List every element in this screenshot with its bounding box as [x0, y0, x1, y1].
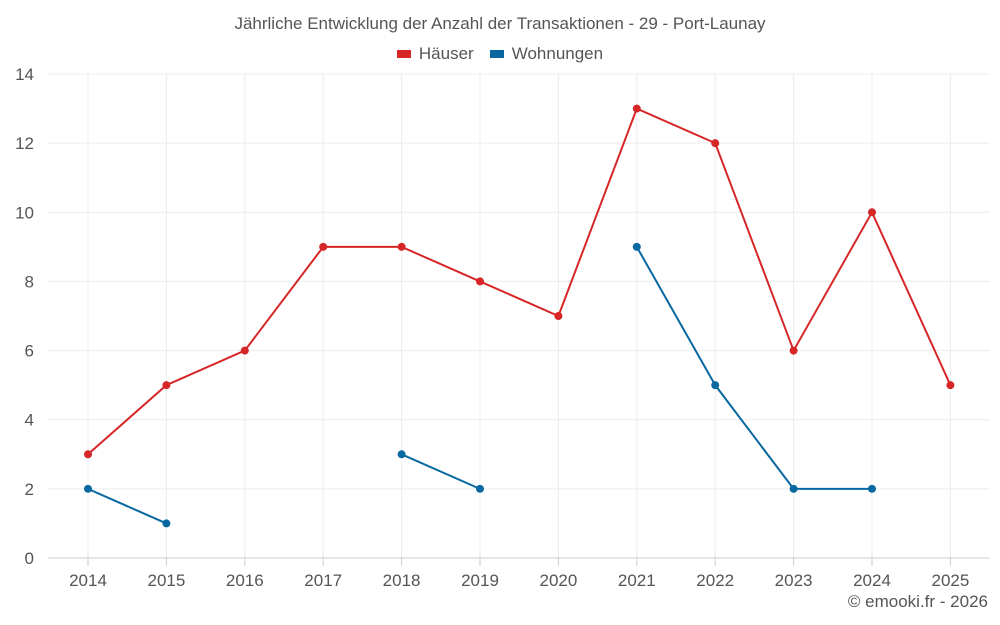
y-tick-label: 2 [25, 480, 34, 499]
legend: Häuser Wohnungen [0, 44, 1000, 64]
x-tick-label: 2021 [618, 571, 656, 590]
series-line-haeuser [87, 107, 952, 456]
data-point-haeuser [84, 450, 92, 459]
data-point-wohnungen [162, 519, 171, 528]
x-tick-label: 2019 [461, 571, 499, 590]
legend-label-haeuser: Häuser [418, 44, 474, 63]
x-tick-label: 2014 [69, 571, 107, 590]
series-line-wohnungen [87, 487, 167, 525]
x-tick-label: 2020 [539, 571, 577, 590]
grid [48, 73, 990, 558]
data-point-wohnungen [632, 242, 641, 251]
data-point-wohnungen [711, 381, 720, 390]
data-point-wohnungen [789, 484, 798, 493]
data-point-wohnungen [868, 484, 876, 493]
x-tick-label: 2025 [931, 571, 969, 590]
data-point-haeuser [946, 381, 955, 390]
data-point-haeuser [162, 381, 171, 390]
chart-title: Jährliche Entwicklung der Anzahl der Tra… [234, 14, 766, 33]
x-tick-label: 2017 [304, 571, 342, 590]
data-point-haeuser [711, 139, 720, 148]
y-tick-label: 0 [25, 549, 34, 568]
data-point-wohnungen [397, 450, 406, 459]
x-tick-label: 2015 [147, 571, 185, 590]
x-tick-label: 2023 [775, 571, 813, 590]
x-tick-label: 2018 [383, 571, 421, 590]
x-tick-label: 2024 [853, 571, 891, 590]
data-point-wohnungen [476, 484, 484, 493]
data-point-wohnungen [84, 484, 92, 493]
data-point-haeuser [868, 208, 876, 217]
legend-item-haeuser[interactable]: Häuser [396, 44, 474, 64]
series-layer [84, 104, 955, 528]
y-tick-label: 14 [15, 65, 34, 84]
credit-text: © emooki.fr - 2026 [847, 592, 988, 611]
data-point-haeuser [240, 346, 249, 355]
data-point-haeuser [476, 277, 484, 286]
y-tick-label: 8 [25, 272, 34, 291]
y-tick-label: 4 [25, 411, 34, 430]
x-tick-label: 2022 [696, 571, 734, 590]
data-point-haeuser [397, 242, 406, 251]
legend-swatch-haeuser [396, 50, 411, 58]
x-tick-label: 2016 [226, 571, 264, 590]
series-line-wohnungen [401, 453, 481, 490]
series-line-wohnungen [635, 246, 872, 490]
y-tick-label: 12 [15, 134, 34, 153]
legend-label-wohnungen: Wohnungen [511, 44, 604, 63]
legend-item-wohnungen[interactable]: Wohnungen [489, 44, 604, 64]
legend-swatch-wohnungen [489, 50, 504, 58]
data-point-haeuser [789, 346, 798, 355]
axes: 0 2 4 6 8 10 12 14 2014 2015 2016 2017 2018 2019 2020 2… [15, 65, 990, 590]
data-point-haeuser [554, 312, 563, 320]
data-point-haeuser [632, 104, 641, 113]
y-tick-label: 10 [15, 203, 34, 222]
y-tick-label: 6 [25, 342, 34, 361]
data-point-haeuser [319, 242, 328, 251]
